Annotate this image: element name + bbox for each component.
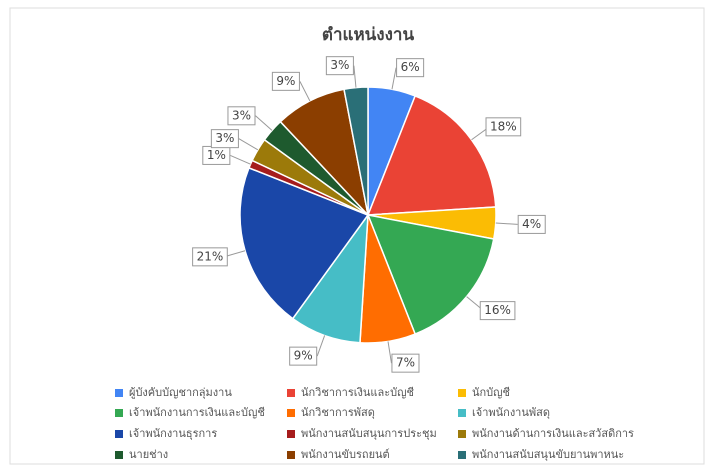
legend-label: พนักงานด้านการเงินและสวัสดิการ xyxy=(472,427,634,440)
data-label-box xyxy=(210,129,239,149)
legend-swatch xyxy=(287,451,295,459)
legend-swatch xyxy=(115,451,123,459)
data-label-box xyxy=(479,301,516,321)
data-label: 1% xyxy=(207,148,226,162)
legend-swatch xyxy=(458,409,466,417)
leader-line xyxy=(353,65,357,88)
data-label-box xyxy=(192,247,228,267)
legend-label: เจ้าพนักงานการเงินและบัญชี xyxy=(129,406,265,419)
data-label: 3% xyxy=(330,58,349,72)
data-label-box xyxy=(289,346,318,366)
data-label-box xyxy=(271,71,300,91)
legend-label: พนักงานสนับสนุนขับยานพาหนะ xyxy=(472,448,624,461)
data-label-box xyxy=(396,58,425,78)
legend-swatch xyxy=(287,430,295,438)
data-label: 21% xyxy=(197,249,224,263)
data-label: 9% xyxy=(294,349,313,363)
legend-label: เจ้าพนักงานพัสดุ xyxy=(472,406,550,419)
leader-line xyxy=(230,154,251,165)
data-label-box xyxy=(517,214,546,234)
legend-label: นักวิชาการเงินและบัญชี xyxy=(301,386,414,399)
leader-line xyxy=(299,81,311,102)
data-label: 18% xyxy=(490,119,517,133)
legend-label: ผู้บังคับบัญชากลุ่มงาน xyxy=(129,386,232,399)
data-label-box xyxy=(325,56,354,76)
leader-line xyxy=(387,341,392,364)
data-label-box xyxy=(391,353,420,373)
pie-slice xyxy=(366,95,497,216)
leader-line xyxy=(495,222,518,225)
legend-swatch xyxy=(287,409,295,417)
data-label: 16% xyxy=(484,303,511,317)
legend-label: เจ้าพนักงานธุรการ xyxy=(129,427,217,440)
legend-label: พนักงานสนับสนุนการประชุม xyxy=(301,427,437,440)
data-label: 3% xyxy=(232,108,251,122)
legend-swatch xyxy=(115,409,123,417)
legend-label: นายช่าง xyxy=(129,448,168,461)
legend-swatch xyxy=(458,451,466,459)
leader-line xyxy=(255,115,273,131)
chart-title: ตำแหน่งงาน xyxy=(322,25,415,45)
data-label: 6% xyxy=(401,60,420,74)
data-label: 3% xyxy=(215,131,234,145)
data-label: 4% xyxy=(522,217,541,231)
data-label-box xyxy=(227,106,256,126)
pie-slice xyxy=(239,166,370,320)
legend-swatch xyxy=(458,389,466,397)
legend-label: นักวิชาการพัสดุ xyxy=(301,406,375,419)
leader-line xyxy=(316,335,326,357)
leader-line xyxy=(238,138,259,151)
data-label: 7% xyxy=(396,356,415,370)
pie-slice xyxy=(366,214,495,335)
legend-swatch xyxy=(287,389,295,397)
legend-label: พนักงานขับรถยนต์ xyxy=(301,448,390,461)
legend-label: นักบัญชี xyxy=(472,386,510,399)
legend-swatch xyxy=(115,389,123,397)
leader-line xyxy=(391,67,397,90)
legend-swatch xyxy=(115,430,123,438)
data-label-box xyxy=(485,117,522,137)
data-label: 9% xyxy=(276,74,295,88)
legend-swatch xyxy=(458,430,466,438)
